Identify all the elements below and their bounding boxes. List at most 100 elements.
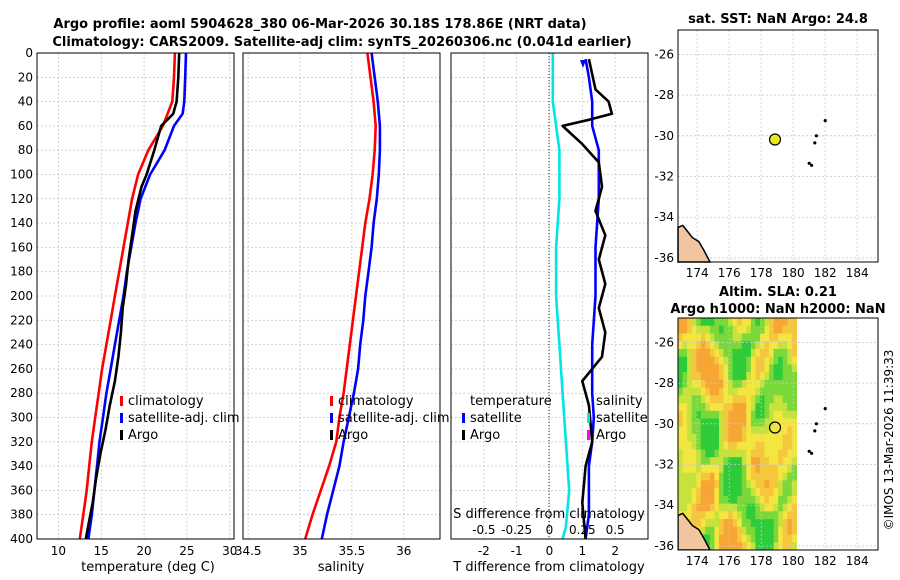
sst-map-lon-ticks: 174 176 178 180 182 184 [686,266,869,280]
sla-cell [782,379,788,389]
sla-cell [746,495,752,505]
sla-cell [769,318,775,327]
sla-cell [760,480,766,489]
sla-cell [741,464,747,474]
lat-tick-label: -34 [654,498,674,512]
sla-cell [691,434,697,443]
sla-cell [714,356,720,365]
sla-cell [782,356,788,365]
sla-cell [714,341,720,350]
legend-swatch-t-argo [462,430,465,440]
sla-cell [791,526,797,536]
sla-cell [764,318,770,327]
sla-cell [750,488,757,497]
sla-cell [750,395,757,404]
sla-cell [769,434,775,443]
sla-cell [723,372,729,381]
sla-cell [737,542,743,550]
x-tick-label: 10 [51,544,66,558]
sla-cell [778,348,784,358]
sla-cell [778,434,784,443]
sla-cell [700,464,706,474]
sla-cell [764,457,770,466]
sla-cell [719,341,725,350]
sla-cell [691,318,697,327]
sla-cell [682,434,688,443]
salinity-tick-labels: 34.5 35 35.5 36 [235,544,412,558]
sla-cell [769,519,775,528]
sla-cell [691,333,697,342]
sla-cell [778,519,784,528]
sla-cell [719,410,725,420]
sla-cell [732,534,738,543]
y-tick-label: 300 [10,411,33,425]
sla-cell [764,434,770,443]
x-tick-label: 34.5 [235,544,262,558]
sla-cell [782,387,788,396]
sla-cell [746,441,752,450]
sla-cell [705,526,711,536]
sla-cell [714,441,720,450]
sla-cell [728,503,734,512]
sla-cell [791,472,797,481]
sla-cell [773,410,779,420]
sla-cell [755,464,761,474]
sla-cell [773,333,779,342]
y-tick-label: 280 [10,386,33,400]
sla-cell [709,495,716,505]
x-tick-label: 35.5 [339,544,366,558]
sla-cell [732,372,738,381]
sla-cell [728,511,734,520]
sla-cell [700,480,706,489]
sla-cell [709,449,716,458]
sla-cell [741,480,747,489]
sla-cell [750,356,757,365]
sla-cell [728,434,734,443]
sla-cell [719,511,725,520]
sst-map-panel: sat. SST: NaN Argo: 24.8 174 176 178 180 182… [654,12,879,280]
sla-cell [787,364,793,373]
sla-cell [773,519,779,528]
sla-cell [691,379,697,389]
sla-cell [678,457,684,466]
sla-cell [719,333,725,342]
sla-cell [791,441,797,450]
sla-cell [691,387,697,396]
sla-cell [714,418,720,427]
sla-cell [714,464,720,474]
sla-cell [719,434,725,443]
sla-cell [769,511,775,520]
sla-cell [687,379,693,389]
sla-cell [719,395,725,404]
sla-cell [737,348,743,358]
sla-cell [760,457,766,466]
legend-satellite-adj-clim: satellite-adj. clim [338,411,450,426]
sla-cell [723,356,729,365]
sla-cell [782,449,788,458]
sla-cell [700,318,706,327]
sla-cell [755,403,761,412]
legend-temperature-title: temperature [470,394,552,409]
sla-cell [773,356,779,365]
sla-cell [750,426,757,435]
lat-tick-label: -34 [654,210,674,224]
legend-salinity-title: salinity [596,394,643,409]
sla-cell [755,341,761,350]
sla-cell [755,418,761,427]
sla-cell [714,387,720,396]
sla-cell [728,348,734,358]
sla-cell [787,495,793,505]
sla-cell [755,519,761,528]
lat-tick-label: -32 [654,170,674,184]
sla-cell [769,348,775,358]
sla-cell [719,325,725,334]
sla-cell [741,426,747,435]
sla-cell [714,457,720,466]
sla-cell [732,348,738,358]
sla-cell [760,441,766,450]
sla-cell [732,395,738,404]
sla-cell [782,426,788,435]
sla-cell [723,472,729,481]
sla-cell [728,480,734,489]
sla-cell [782,341,788,350]
